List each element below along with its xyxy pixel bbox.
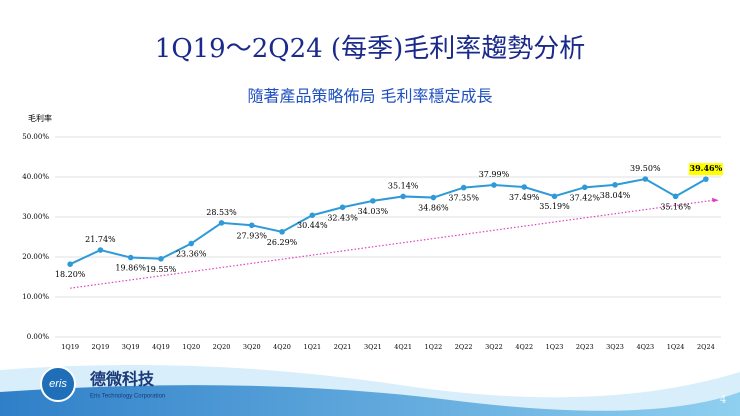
x-tick-label: 4Q20	[273, 343, 291, 351]
data-point	[158, 255, 164, 262]
x-tick-label: 1Q21	[303, 343, 321, 351]
x-tick-label: 4Q21	[394, 343, 412, 351]
page-number: 4	[720, 395, 726, 406]
label-highlight	[688, 163, 723, 176]
data-label: 26.29%	[267, 238, 298, 247]
x-tick-label: 2Q24	[697, 343, 715, 351]
x-tick-label: 2Q21	[334, 343, 352, 351]
x-tick-label: 1Q24	[667, 343, 685, 351]
chart-title: 1Q19～2Q24 (每季)毛利率趨勢分析	[155, 34, 585, 64]
y-axis-label: 毛利率	[28, 113, 52, 123]
plot: 0.00% 10.00% 20.00% 30.00% 40.00% 50.00% 1Q19 2…	[22, 133, 723, 351]
data-label: 38.04%	[600, 191, 631, 200]
data-point	[491, 182, 497, 188]
data-label: 39.50%	[630, 164, 661, 173]
data-point	[521, 184, 528, 190]
data-label: 23.36%	[176, 250, 207, 259]
y-tick-label: 40.00%	[22, 173, 49, 181]
data-label: 21.74%	[85, 235, 116, 244]
y-tick-label: 50.00%	[22, 133, 49, 141]
data-label: 39.46%	[690, 163, 723, 173]
data-point	[400, 193, 406, 200]
chart-subtitle: 隨著產品策略佈局 毛利率穩定成長	[247, 87, 492, 106]
data-label: 19.55%	[146, 265, 177, 274]
data-point	[581, 184, 588, 191]
data-point	[218, 220, 225, 226]
data-label: 35.16%	[660, 202, 691, 211]
y-tick-label: 0.00%	[27, 333, 50, 341]
data-point	[309, 212, 316, 219]
data-point	[460, 184, 467, 191]
x-tick-label: 3Q21	[364, 343, 382, 351]
data-point	[642, 176, 649, 182]
x-tick-label: 3Q23	[606, 343, 624, 351]
data-point	[703, 176, 709, 182]
data-label: 37.49%	[509, 193, 540, 202]
trendline-arrow	[711, 197, 719, 203]
data-point	[370, 198, 376, 204]
data-label: 35.19%	[539, 202, 570, 211]
data-label: 37.99%	[479, 170, 510, 179]
data-label: 37.42%	[570, 193, 601, 202]
data-point	[430, 194, 437, 201]
data-label: 30.44%	[297, 221, 328, 230]
data-label: 19.86%	[115, 264, 146, 273]
data-label: 18.20%	[55, 270, 86, 279]
data-label: 34.03%	[358, 207, 389, 216]
data-label: 35.14%	[388, 181, 419, 190]
data-point	[339, 204, 346, 211]
x-tick-label: 2Q23	[576, 343, 594, 351]
data-label: 37.35%	[448, 194, 479, 203]
logo-text: eris	[49, 378, 67, 390]
x-tick-label: 2Q20	[213, 343, 231, 351]
data-point	[67, 261, 73, 268]
x-tick-label: 1Q20	[182, 343, 200, 351]
data-label: 28.53%	[206, 208, 237, 217]
y-tick-label: 20.00%	[22, 253, 49, 261]
company-name: 德微科技	[90, 370, 155, 389]
footer-wave	[0, 385, 740, 416]
y-tick-label: 10.00%	[22, 293, 49, 301]
series-line	[69, 177, 707, 266]
x-tick-label: 4Q19	[152, 343, 170, 351]
data-point	[97, 247, 104, 253]
x-tick-label: 4Q23	[636, 343, 654, 351]
data-label: 32.43%	[327, 213, 358, 222]
data-point	[188, 240, 195, 247]
y-tick-label: 30.00%	[22, 213, 49, 221]
company-name-en: Eris Technology Corporation	[90, 394, 165, 400]
data-label: 34.86%	[418, 204, 449, 213]
data-point	[127, 254, 134, 261]
data-point	[279, 229, 285, 235]
x-tick-label: 1Q22	[425, 343, 443, 351]
logo	[40, 366, 76, 402]
x-tick-label: 3Q20	[243, 343, 261, 351]
data-point	[248, 222, 255, 229]
data-point	[612, 182, 618, 188]
x-tick-label: 1Q19	[61, 343, 79, 351]
x-tick-label: 2Q19	[92, 343, 110, 351]
x-tick-label: 4Q22	[515, 343, 533, 351]
x-tick-label: 3Q19	[122, 343, 140, 351]
x-tick-label: 3Q22	[485, 343, 503, 351]
data-label: 27.93%	[237, 231, 268, 240]
x-tick-label: 1Q23	[546, 343, 564, 351]
data-point	[672, 193, 679, 200]
x-tick-label: 2Q22	[455, 343, 473, 351]
data-point	[551, 193, 558, 200]
